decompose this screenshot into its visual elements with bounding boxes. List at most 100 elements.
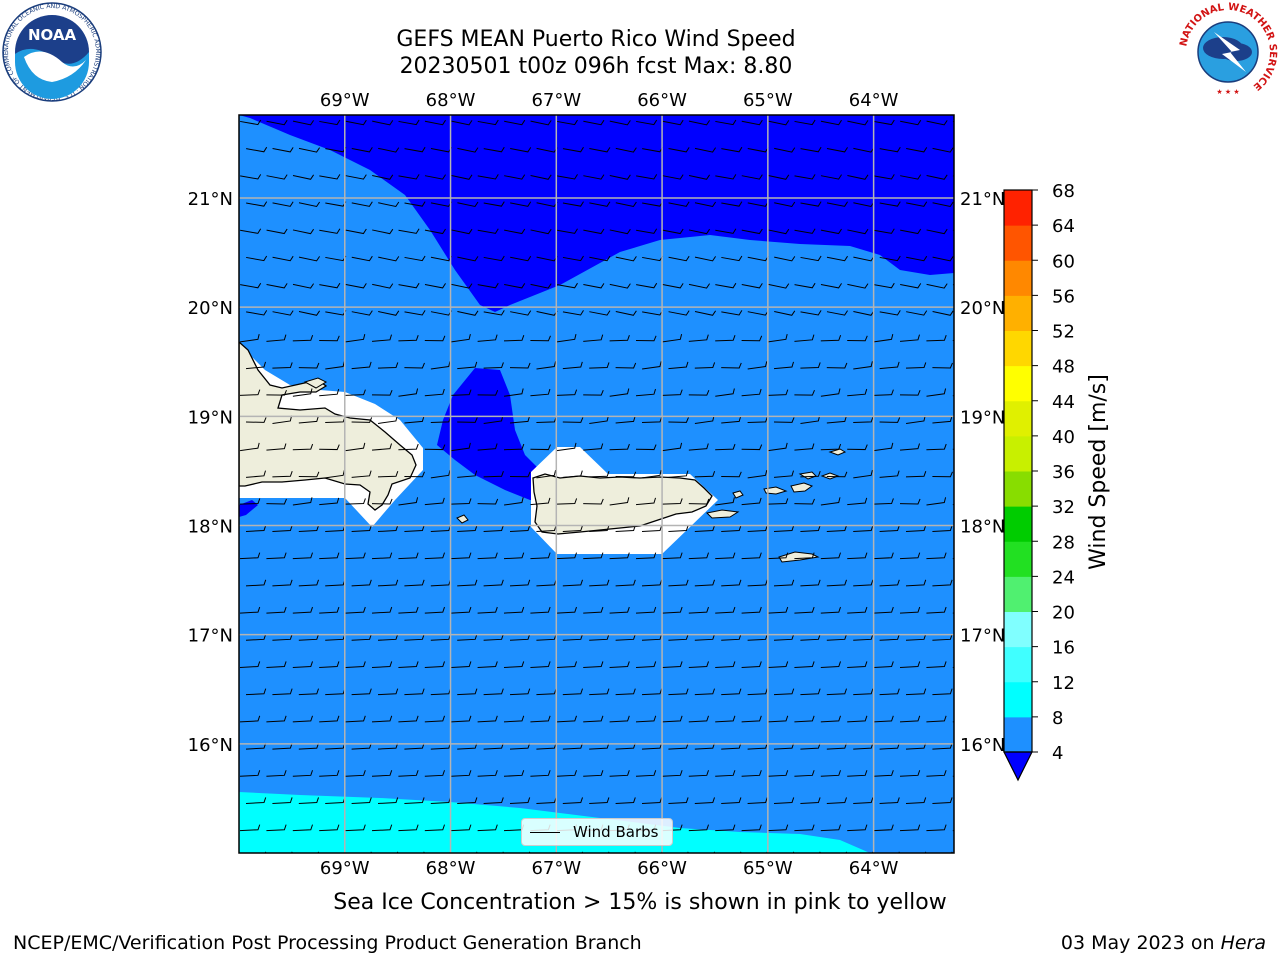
wind-barb: [820, 770, 841, 777]
wind-barb: [826, 362, 848, 369]
wind-barb: [721, 201, 743, 207]
wind-barb: [319, 335, 340, 342]
wind-barb: [794, 389, 815, 396]
wind-barb: [509, 634, 531, 641]
wind-barb: [609, 770, 630, 777]
wind-barb: [747, 361, 768, 370]
wind-barb: [530, 283, 552, 289]
wind-barb: [583, 606, 604, 614]
wind-barb: [662, 283, 684, 289]
wind-barb: [641, 416, 663, 424]
lon-tick-label-top: 64°W: [849, 90, 899, 111]
wind-barb: [530, 120, 552, 126]
wind-barb: [873, 770, 894, 777]
wind-barb: [292, 661, 313, 668]
wind-barb: [609, 497, 630, 506]
wind-barb: [899, 661, 921, 668]
lat-tick-label-left: 18°N: [188, 516, 233, 537]
wind-barb: [589, 579, 610, 587]
wind-barb: [451, 442, 471, 452]
wind-barb: [345, 606, 366, 614]
wind-barb: [404, 310, 426, 316]
wind-barb: [583, 661, 604, 668]
st-croix-island: [778, 551, 820, 563]
wind-barb: [477, 119, 499, 126]
wind-barb: [688, 606, 709, 614]
wind-barb: [583, 334, 604, 342]
wind-barb: [556, 389, 578, 396]
wind-barb: [536, 579, 557, 587]
wind-barb: [483, 634, 504, 641]
wind-barb: [377, 471, 399, 478]
wind-barb: [319, 282, 341, 289]
wind-barb: [662, 552, 683, 560]
wind-barb: [905, 362, 927, 369]
wind-barb: [351, 470, 372, 478]
wind-barb: [509, 471, 531, 478]
wind-barb: [583, 283, 605, 289]
wind-barb: [847, 770, 868, 777]
wind-barb: [477, 282, 499, 289]
wind-barb: [345, 824, 366, 832]
wind-barb: [556, 770, 577, 777]
wind-barb: [239, 824, 261, 832]
colorbar-segment: [1004, 435, 1032, 472]
wind-barb: [372, 228, 394, 235]
wind-barb: [457, 147, 479, 153]
lon-tick-label-top: 66°W: [637, 90, 687, 111]
wind-barb: [847, 661, 868, 668]
wind-barb: [926, 661, 947, 668]
wind-barb: [899, 498, 921, 505]
wind-barb: [404, 634, 425, 641]
wind-barb: [377, 797, 399, 804]
wind-barb: [694, 310, 717, 316]
wind-barb: [424, 661, 445, 668]
wind-barb: [668, 361, 689, 370]
vieques-island: [705, 509, 740, 519]
wind-barb: [483, 201, 505, 207]
wind-barb: [240, 333, 260, 343]
wind-barb: [932, 688, 953, 696]
wind-barb: [398, 228, 420, 234]
colorbar-tick-label: 44: [1052, 392, 1075, 413]
wind-barb: [873, 498, 894, 505]
colorbar-tick-label: 36: [1052, 462, 1075, 483]
wind-barb: [556, 228, 578, 234]
wind-barb: [483, 471, 504, 478]
wind-barb: [509, 797, 531, 804]
wind-barb: [477, 715, 498, 723]
wind-barb: [794, 282, 816, 289]
wind-barb: [377, 742, 399, 750]
wind-barb: [688, 661, 709, 668]
lon-tick-label-bottom: 68°W: [426, 858, 476, 879]
wind-barb: [424, 335, 446, 342]
wind-barb: [905, 742, 927, 750]
wind-barb: [245, 361, 267, 370]
wind-barb: [721, 634, 742, 641]
wind-barb: [451, 333, 471, 343]
colorbar-tick-label: 68: [1052, 181, 1075, 202]
wind-barb: [404, 146, 426, 153]
wind-barb: [847, 283, 869, 289]
wind-barb: [773, 470, 795, 478]
wind-barb: [377, 579, 399, 587]
wind-barb: [768, 283, 790, 289]
wind-barb: [615, 256, 637, 262]
wind-barb: [266, 119, 288, 126]
wind-barb: [747, 579, 768, 587]
colorbar-segment: [1004, 541, 1032, 577]
wind-barb: [635, 552, 657, 560]
wind-barb: [879, 579, 900, 587]
footer-date-text: 03 May 2023 on: [1060, 932, 1221, 954]
wind-barb: [292, 120, 315, 126]
wind-barb: [292, 335, 314, 342]
wind-barb: [266, 715, 287, 723]
colorbar-tick-label: 16: [1052, 638, 1075, 659]
wind-barb: [767, 389, 789, 396]
lat-tick-label-right: 19°N: [960, 407, 1005, 428]
wind-barb: [246, 201, 268, 207]
wind-barb: [853, 525, 874, 532]
wind-barb: [562, 525, 583, 532]
wind-barb: [899, 770, 921, 777]
wind-barb: [794, 119, 816, 126]
